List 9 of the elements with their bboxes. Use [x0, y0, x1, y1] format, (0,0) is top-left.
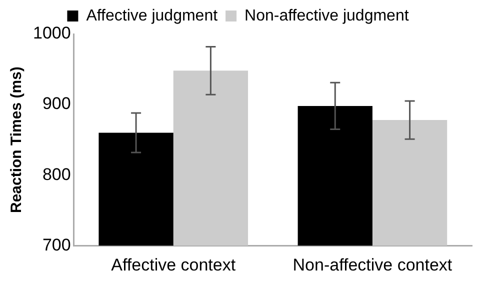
- y-axis-title: Reaction Times (ms): [8, 66, 26, 214]
- y-tick-label: 700: [42, 235, 71, 254]
- legend-label: Non-affective judgment: [244, 7, 410, 24]
- legend-label: Affective judgment: [86, 7, 218, 24]
- y-tick-label: 900: [42, 94, 71, 114]
- x-tick-label: Non-affective context: [292, 255, 452, 274]
- y-tick-label: 1000: [32, 24, 71, 43]
- x-tick-label: Affective context: [111, 255, 236, 274]
- y-tick-label: 800: [42, 164, 71, 184]
